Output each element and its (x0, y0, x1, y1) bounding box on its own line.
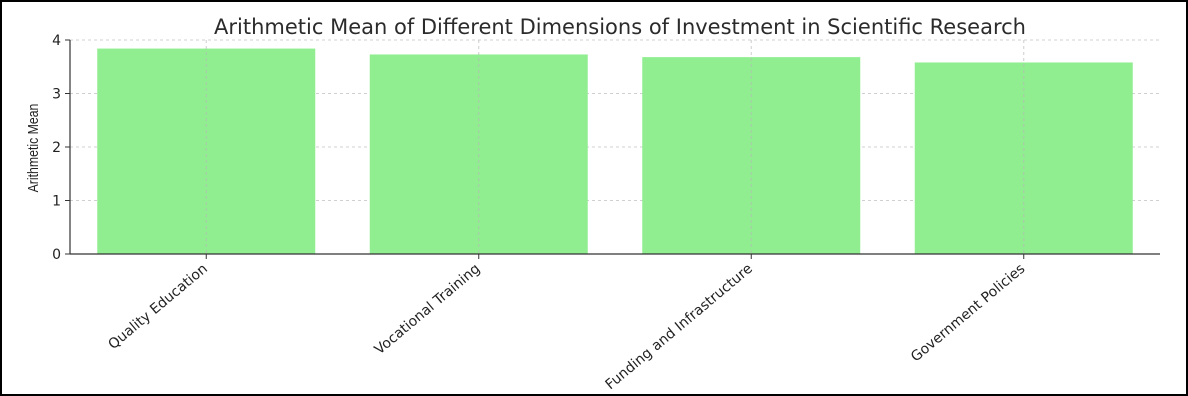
bar (914, 62, 1133, 254)
y-ticks: 0 1 2 3 4 (52, 33, 70, 263)
y-tick-label: 1 (52, 194, 61, 210)
y-tick-label: 4 (52, 33, 61, 49)
x-tick-label: Quality Education (105, 261, 210, 353)
x-tick-label: Government Policies (908, 261, 1028, 366)
bars (97, 40, 1133, 255)
bar (97, 48, 316, 255)
chart-title: Arithmetic Mean of Different Dimensions … (214, 15, 1026, 39)
x-tick-label: Vocational Training (372, 261, 484, 358)
y-tick-label: 0 (52, 247, 61, 263)
x-tick-label: Funding and Infrastructure (603, 261, 756, 393)
y-axis-label: Arithmetic Mean (25, 104, 41, 193)
y-tick-label: 3 (52, 87, 61, 103)
y-tick-label: 2 (52, 140, 61, 156)
x-ticks: Quality Education Vocational Training Fund… (105, 254, 1028, 393)
